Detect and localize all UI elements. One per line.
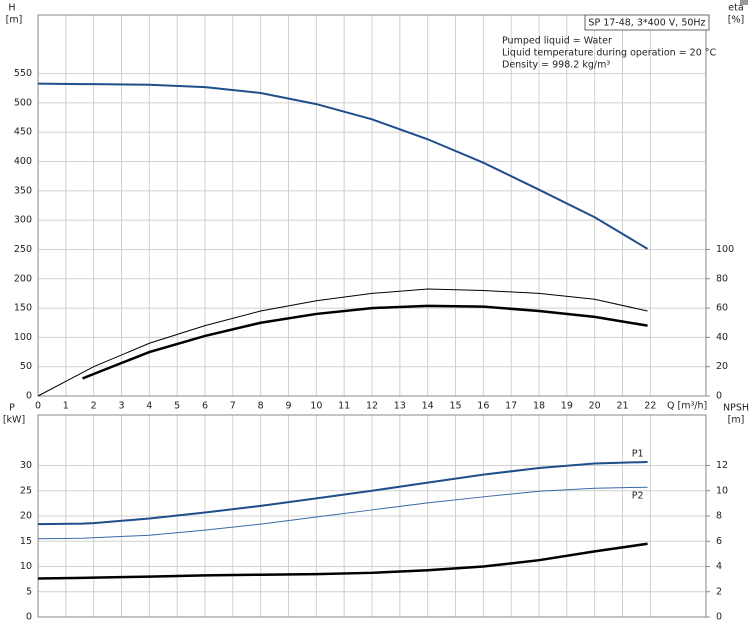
x-tick-label: 2 (91, 401, 97, 412)
y-tick-label: 0 (26, 612, 32, 623)
curve (37, 486, 648, 540)
y-axis-label: P (9, 403, 15, 414)
x-tick-label: 15 (449, 401, 461, 412)
x-tick-label: 17 (505, 401, 517, 412)
y-tick-label: 250 (14, 244, 32, 255)
y2-axis-label: eta (728, 3, 743, 14)
x-tick-label: 12 (366, 401, 378, 412)
plot-frame (37, 14, 707, 397)
y-tick-label: 10 (20, 561, 32, 572)
curve-label: P2 (632, 491, 644, 502)
y2-tick-label: 10 (716, 485, 728, 496)
x-tick-label: 0 (35, 401, 41, 412)
x-tick-label: 3 (118, 401, 124, 412)
x-tick-label: 1 (63, 401, 69, 412)
y2-tick-label: 8 (716, 511, 722, 522)
y2-axis-label: NPSH (723, 403, 749, 414)
x-tick-label: 8 (258, 401, 264, 412)
y2-tick-label: 40 (716, 332, 728, 343)
y2-axis-unit: [m] (728, 415, 745, 426)
y-tick-label: 15 (20, 536, 32, 547)
curve (37, 82, 649, 250)
x-axis-label: Q [m³/h] (667, 401, 707, 412)
y2-tick-label: 2 (716, 586, 722, 597)
y2-tick-label: 12 (716, 460, 728, 471)
y2-tick-label: 60 (716, 303, 728, 314)
y-axis-unit: [m] (6, 15, 23, 26)
x-tick-label: 16 (477, 401, 489, 412)
y-tick-label: 300 (14, 215, 32, 226)
x-tick-label: 21 (616, 401, 628, 412)
x-tick-label: 11 (338, 401, 350, 412)
y2-axis-unit: [%] (728, 15, 744, 26)
y2-tick-label: 20 (716, 361, 728, 372)
x-tick-label: 13 (394, 401, 406, 412)
y-tick-label: 200 (14, 273, 32, 284)
y-tick-label: 350 (14, 185, 32, 196)
curve (82, 304, 648, 380)
x-tick-label: 9 (285, 401, 291, 412)
y-axis-unit: [kW] (3, 415, 25, 426)
y-tick-label: 20 (20, 511, 32, 522)
y2-tick-label: 6 (716, 536, 722, 547)
annotation: Liquid temperature during operation = 20… (502, 48, 717, 59)
x-tick-label: 19 (561, 401, 573, 412)
x-tick-label: 22 (644, 401, 656, 412)
curve-label: P1 (632, 448, 644, 459)
curve (37, 288, 648, 397)
y-tick-label: 30 (20, 460, 32, 471)
x-tick-label: 5 (174, 401, 180, 412)
x-tick-label: 4 (146, 401, 152, 412)
y2-tick-label: 0 (716, 612, 722, 623)
x-tick-label: 20 (589, 401, 601, 412)
y-tick-label: 25 (20, 485, 32, 496)
curve (37, 460, 648, 526)
y2-tick-label: 80 (716, 273, 728, 284)
y-tick-label: 450 (14, 127, 32, 138)
y-tick-label: 500 (14, 97, 32, 108)
x-tick-label: 10 (310, 401, 322, 412)
y-tick-label: 100 (14, 332, 32, 343)
corner-icon (740, 0, 748, 5)
x-tick-label: 18 (533, 401, 545, 412)
curve (37, 542, 648, 580)
y2-tick-label: 0 (716, 391, 722, 402)
y2-tick-label: 4 (716, 561, 722, 572)
y2-tick-label: 100 (716, 244, 734, 255)
plot-frame (37, 414, 707, 618)
chart-title: SP 17-48, 3*400 V, 50Hz (588, 18, 705, 29)
x-tick-label: 6 (202, 401, 208, 412)
annotation: Density = 998.2 kg/m³ (502, 60, 610, 71)
y-tick-label: 50 (20, 361, 32, 372)
y-tick-label: 550 (14, 68, 32, 79)
x-tick-label: 14 (422, 401, 434, 412)
y-axis-label: H (8, 3, 15, 14)
title-box (584, 14, 710, 31)
y-tick-label: 150 (14, 303, 32, 314)
y-tick-label: 0 (26, 391, 32, 402)
y-tick-label: 400 (14, 156, 32, 167)
y-tick-label: 5 (26, 586, 32, 597)
x-tick-label: 7 (230, 401, 236, 412)
annotation: Pumped liquid = Water (502, 36, 612, 47)
